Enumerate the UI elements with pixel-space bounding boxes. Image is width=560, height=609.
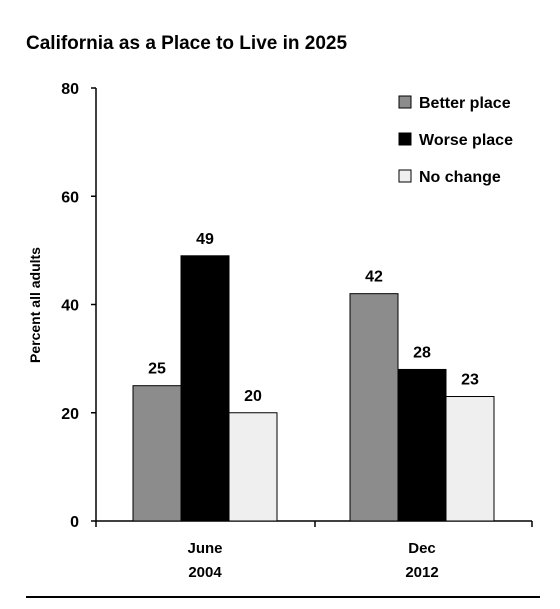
y-tick-label: 40 [61,298,79,315]
bar [349,293,399,522]
y-tick-label: 20 [61,406,79,423]
bar [132,385,182,522]
data-labels: 25 42 49 28 20 23 [148,231,479,405]
legend-label: Better place [419,95,511,112]
legend-swatch [398,169,412,183]
axes: 0 20 40 60 80 Percent all adults June 2004 Dec 20… [27,81,533,581]
bar-value-label: 49 [196,231,214,248]
bar [397,368,447,522]
y-tick-label: 80 [61,81,79,98]
legend-swatch [398,132,412,146]
bar-value-label: 42 [365,269,383,286]
legend-label: No change [419,169,501,186]
legend: Better place Worse place No change [398,95,513,186]
x-category-label: 2012 [405,564,438,581]
bottom-rule [26,596,540,598]
bar-value-label: 25 [148,361,166,378]
bars [132,255,495,522]
bar [445,396,495,522]
bar-value-label: 23 [461,372,479,389]
y-tick-label: 60 [61,189,79,206]
y-tick-label: 0 [70,514,79,531]
legend-swatch [398,95,412,109]
x-category-label: 2004 [188,564,222,581]
legend-label: Worse place [419,132,513,149]
x-category-label: June [187,540,222,557]
bar-value-label: 28 [413,344,431,361]
chart-title: California as a Place to Live in 2025 [26,33,348,54]
bar-value-label: 20 [244,388,262,405]
bar [228,412,278,522]
x-category-label: Dec [408,540,436,557]
y-axis-label: Percent all adults [27,247,43,363]
bar [180,255,230,522]
